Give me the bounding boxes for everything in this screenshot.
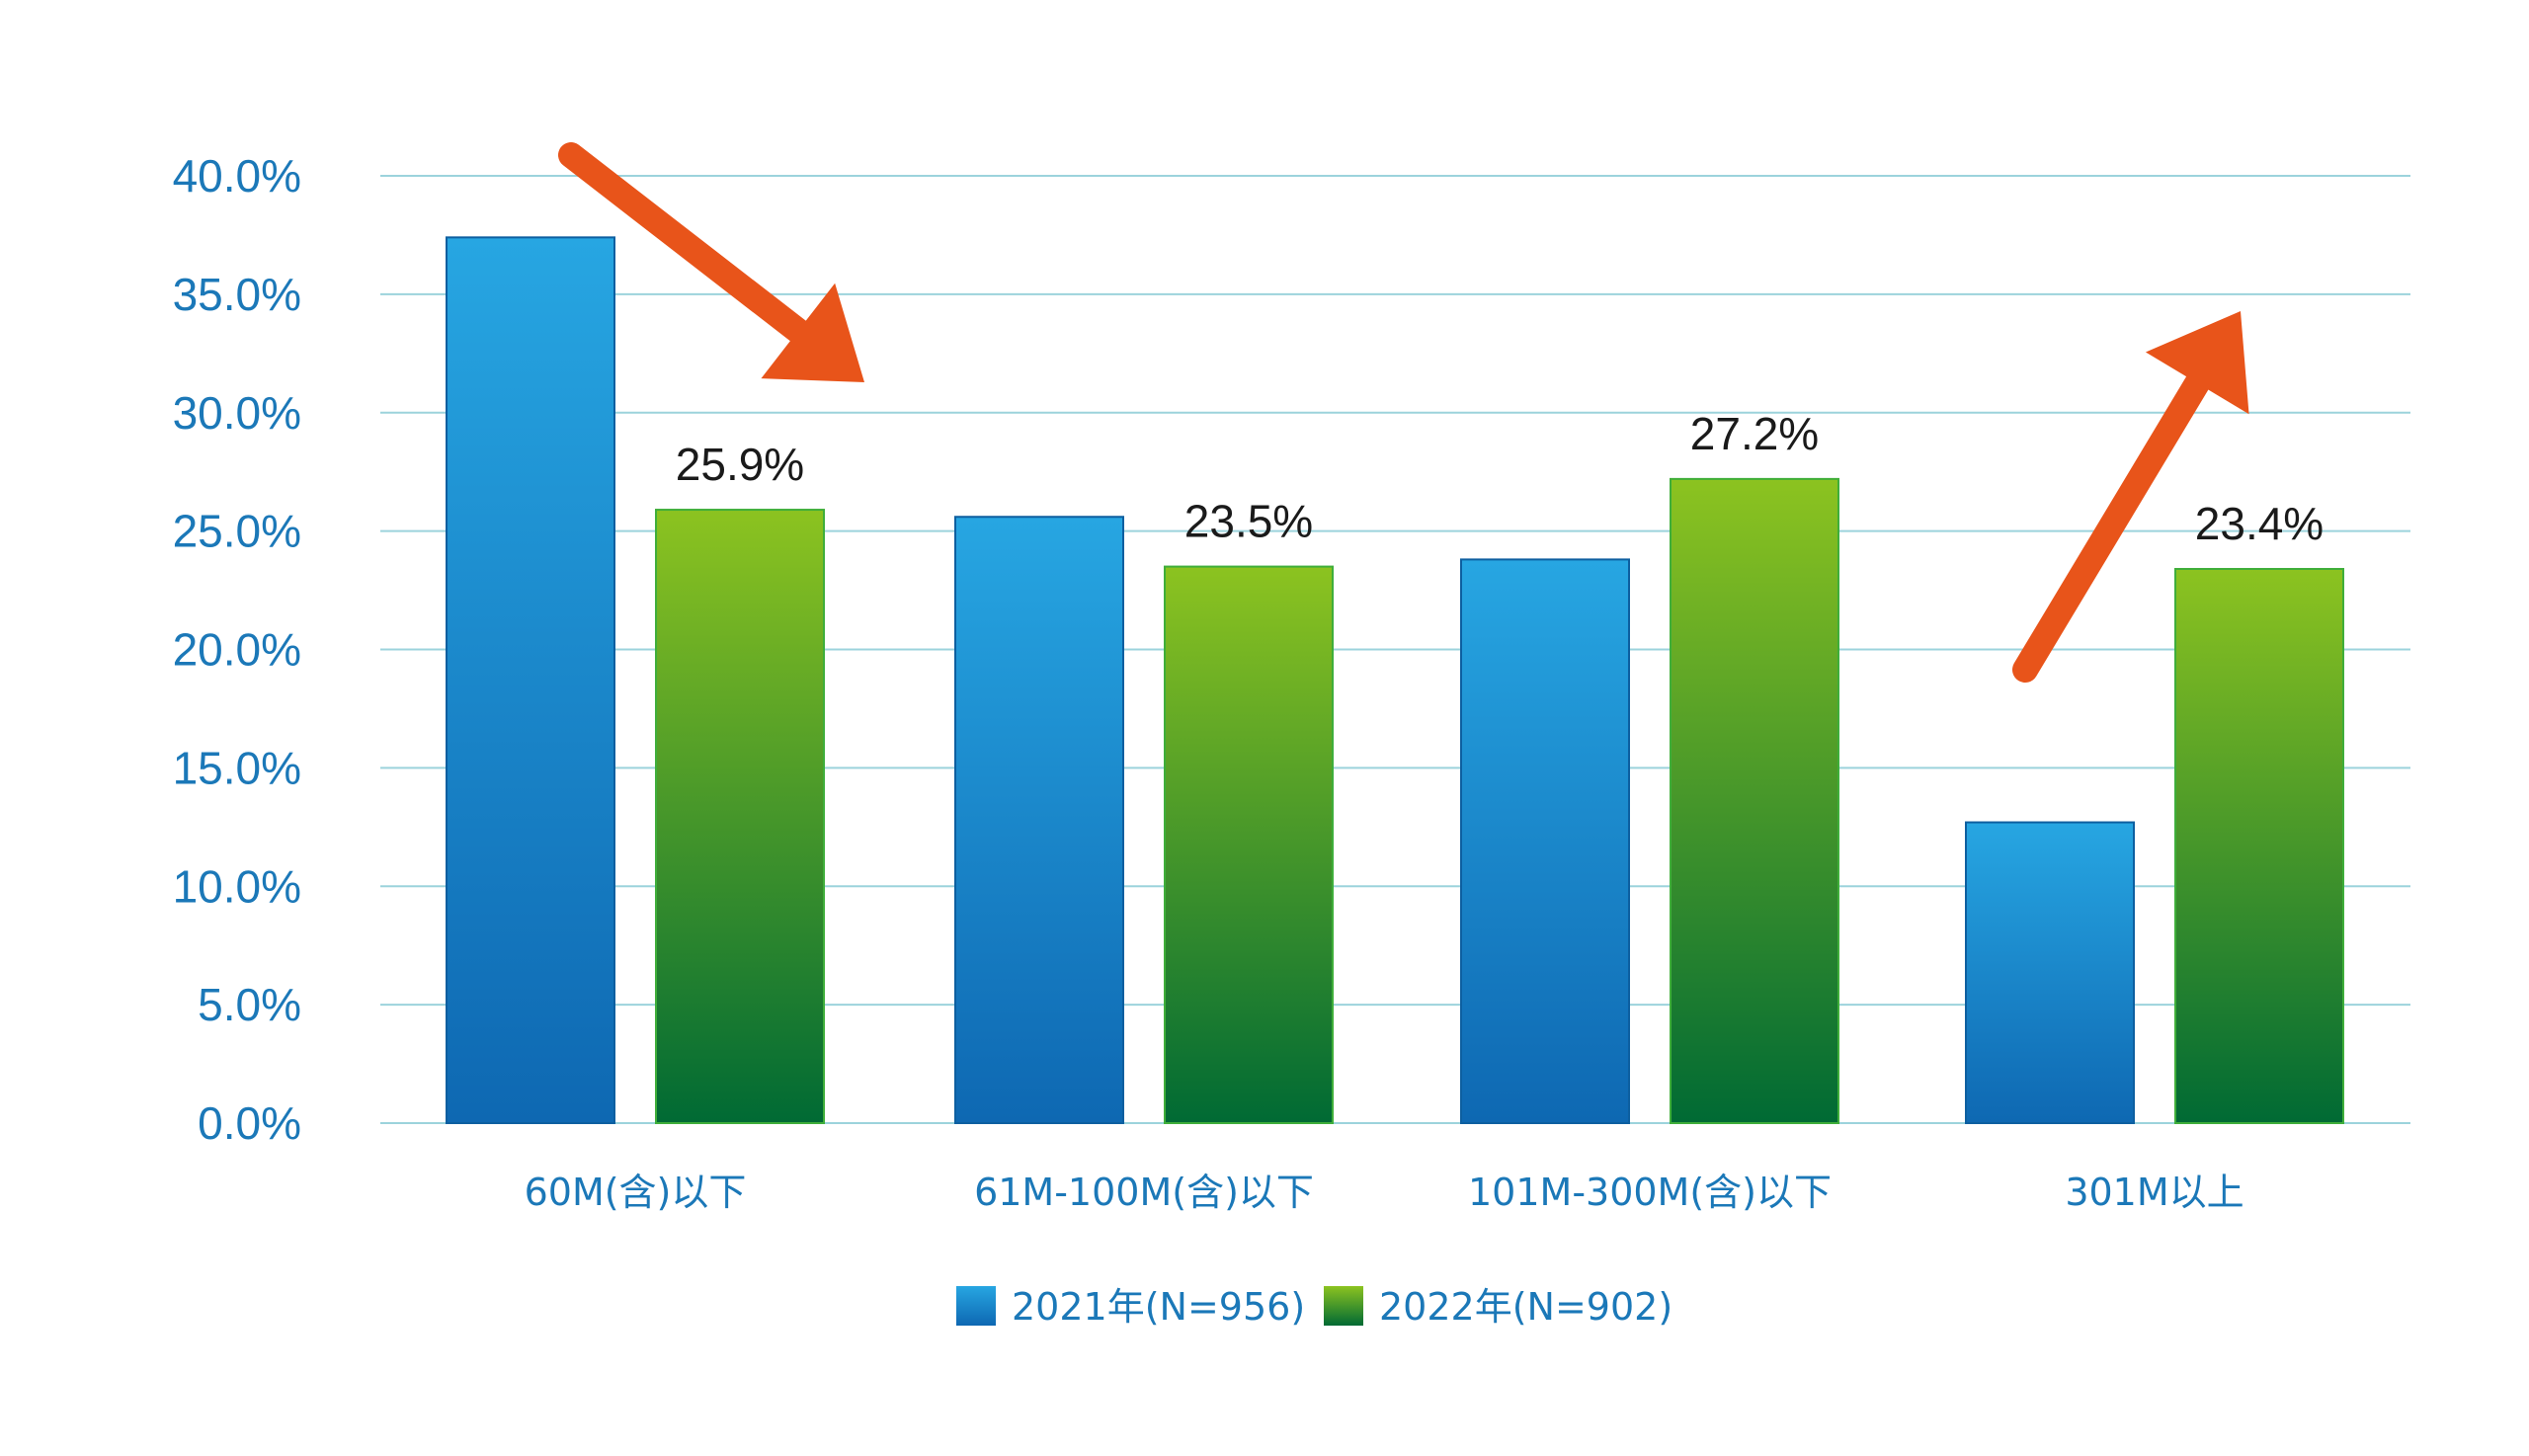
- legend-label: 2021年(N=956): [1012, 1285, 1305, 1329]
- y-tick-label: 30.0%: [173, 387, 301, 439]
- x-axis-ticks: 60M(含)以下 61M-100M(含)以下 101M-300M(含)以下 301M以…: [525, 1171, 2244, 1214]
- bar-2022: [655, 509, 825, 1124]
- arrow-head: [2145, 311, 2249, 415]
- bar-2021: [446, 236, 615, 1124]
- trend-arrows: [558, 142, 2249, 683]
- data-label: 23.5%: [1184, 496, 1313, 547]
- y-tick-label: 15.0%: [173, 742, 301, 793]
- data-label: 25.9%: [676, 439, 804, 490]
- y-tick-label: 5.0%: [198, 979, 301, 1030]
- legend-swatch: [1324, 1286, 1363, 1326]
- y-tick-label: 40.0%: [173, 150, 301, 202]
- legend-swatch: [956, 1286, 996, 1326]
- arrow-shaft: [2012, 365, 2213, 683]
- bar-2022: [2174, 567, 2344, 1124]
- data-labels: 25.9% 23.5% 27.2% 23.4%: [676, 408, 2324, 549]
- y-tick-label: 35.0%: [173, 269, 301, 320]
- x-tick-label: 61M-100M(含)以下: [974, 1171, 1314, 1214]
- y-axis-ticks: 0.0% 5.0% 10.0% 15.0% 20.0% 25.0% 30.0% 35.0% 40…: [173, 150, 301, 1149]
- data-label: 27.2%: [1690, 408, 1819, 459]
- y-tick-label: 25.0%: [173, 506, 301, 557]
- bar-2021: [1965, 821, 2135, 1125]
- bars: [446, 236, 2344, 1125]
- legend-item: 2022年(N=902): [1324, 1285, 1672, 1329]
- data-label: 23.4%: [2195, 498, 2324, 549]
- y-tick-label: 20.0%: [173, 624, 301, 676]
- arrow-shaft: [558, 142, 815, 348]
- y-tick-label: 10.0%: [173, 860, 301, 912]
- legend: 2021年(N=956) 2022年(N=902): [956, 1285, 1672, 1329]
- bar-2022: [1670, 477, 1839, 1124]
- bar-2021: [954, 516, 1124, 1124]
- bar-2022: [1164, 565, 1334, 1124]
- y-tick-label: 0.0%: [198, 1097, 301, 1149]
- trend-arrow-up: [2012, 311, 2249, 683]
- x-tick-label: 101M-300M(含)以下: [1468, 1171, 1832, 1214]
- arrow-head: [761, 283, 864, 382]
- x-tick-label: 301M以上: [2065, 1171, 2243, 1214]
- trend-arrow-down: [558, 142, 864, 382]
- legend-item: 2021年(N=956): [956, 1285, 1305, 1329]
- bar-2021: [1460, 558, 1630, 1124]
- x-tick-label: 60M(含)以下: [525, 1171, 747, 1214]
- legend-label: 2022年(N=902): [1379, 1285, 1672, 1329]
